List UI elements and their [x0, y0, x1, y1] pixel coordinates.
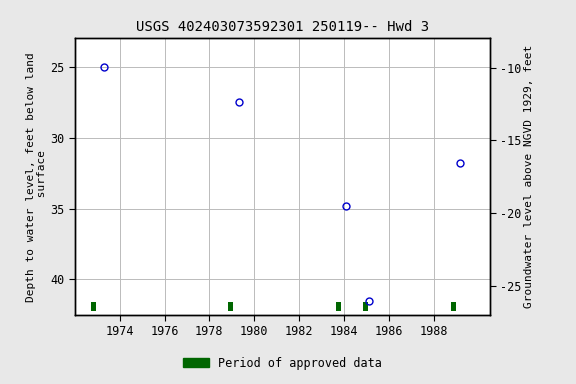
Bar — [92, 302, 96, 311]
Y-axis label: Depth to water level, feet below land
 surface: Depth to water level, feet below land su… — [26, 52, 47, 301]
Y-axis label: Groundwater level above NGVD 1929, feet: Groundwater level above NGVD 1929, feet — [524, 45, 534, 308]
Legend: Period of approved data: Period of approved data — [178, 352, 386, 374]
Title: USGS 402403073592301 250119-- Hwd 3: USGS 402403073592301 250119-- Hwd 3 — [136, 20, 429, 35]
Bar — [336, 302, 341, 311]
Bar — [228, 302, 233, 311]
Bar — [451, 302, 456, 311]
Bar — [363, 302, 367, 311]
